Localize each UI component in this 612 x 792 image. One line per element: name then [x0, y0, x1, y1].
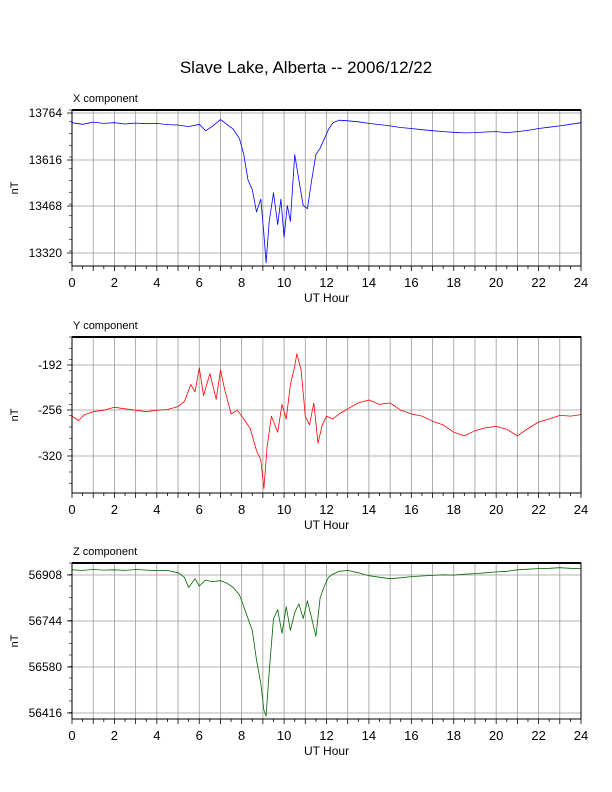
x-component-series-line [71, 119, 582, 264]
page-title: Slave Lake, Alberta -- 2006/12/22 [179, 58, 433, 77]
x-tick-label: 18 [447, 728, 461, 743]
z-component-panel: 0 2 4 6 8 10 12 14 16 18 20 22 245690856744565805641… [9, 546, 588, 758]
y-tick-label: 13616 [29, 153, 63, 167]
x-tick-label: 18 [447, 502, 461, 517]
x-tick-label: 14 [362, 275, 376, 290]
y-axis-label: nT [9, 181, 21, 194]
x-tick-label: 4 [153, 502, 160, 517]
y-tick-label: 56580 [29, 660, 63, 674]
x-component-label: X component [73, 93, 138, 105]
x-tick-label: 8 [238, 275, 245, 290]
x-tick-label: 22 [531, 275, 545, 290]
x-tick-label: 8 [238, 502, 245, 517]
y-tick-label: 13764 [29, 106, 63, 120]
x-tick-label: 0 [68, 275, 75, 290]
y-tick-label: 13320 [29, 246, 63, 260]
x-tick-label: 14 [362, 502, 376, 517]
x-component-panel: 0 2 4 6 8 10 12 14 16 18 20 22 241376413616134681332… [9, 93, 588, 305]
y-component-series-line [71, 353, 582, 490]
y-axis-label: nT [9, 408, 21, 421]
x-tick-label: 10 [277, 502, 291, 517]
x-tick-label: 4 [153, 728, 160, 743]
x-tick-label: 14 [362, 728, 376, 743]
y-tick-label: 56416 [29, 706, 63, 720]
y-tick-label: -320 [38, 449, 62, 463]
x-tick-label: 6 [196, 502, 203, 517]
x-tick-label: 2 [111, 502, 118, 517]
x-tick-label: 16 [404, 502, 418, 517]
y-tick-label: -256 [38, 403, 62, 417]
x-axis-label: UT Hour [304, 291, 349, 305]
z-component-series-line [71, 567, 582, 717]
x-tick-label: 10 [277, 275, 291, 290]
x-tick-label: 22 [531, 728, 545, 743]
y-tick-label: 56908 [29, 568, 63, 582]
x-tick-label: 0 [68, 728, 75, 743]
z-component-label: Z component [73, 546, 137, 558]
x-tick-label: 24 [574, 728, 588, 743]
y-tick-label: 56744 [29, 614, 63, 628]
x-tick-label: 12 [319, 275, 333, 290]
x-tick-label: 24 [574, 502, 588, 517]
x-tick-label: 18 [447, 275, 461, 290]
y-tick-label: 13468 [29, 199, 63, 213]
x-tick-label: 20 [489, 728, 503, 743]
x-tick-label: 16 [404, 728, 418, 743]
y-component-label: Y component [73, 320, 138, 332]
x-tick-label: 6 [196, 275, 203, 290]
x-tick-label: 12 [319, 728, 333, 743]
x-tick-label: 6 [196, 728, 203, 743]
x-tick-label: 0 [68, 502, 75, 517]
x-tick-label: 12 [319, 502, 333, 517]
x-tick-label: 10 [277, 728, 291, 743]
x-tick-label: 20 [489, 275, 503, 290]
x-tick-label: 24 [574, 275, 588, 290]
x-tick-label: 16 [404, 275, 418, 290]
y-tick-label: -192 [38, 358, 62, 372]
x-tick-label: 20 [489, 502, 503, 517]
x-tick-label: 4 [153, 275, 160, 290]
x-tick-label: 8 [238, 728, 245, 743]
y-axis-label: nT [9, 634, 21, 647]
x-tick-label: 2 [111, 728, 118, 743]
x-tick-label: 22 [531, 502, 545, 517]
x-axis-label: UT Hour [304, 744, 349, 758]
x-tick-label: 2 [111, 275, 118, 290]
x-axis-label: UT Hour [304, 518, 349, 532]
